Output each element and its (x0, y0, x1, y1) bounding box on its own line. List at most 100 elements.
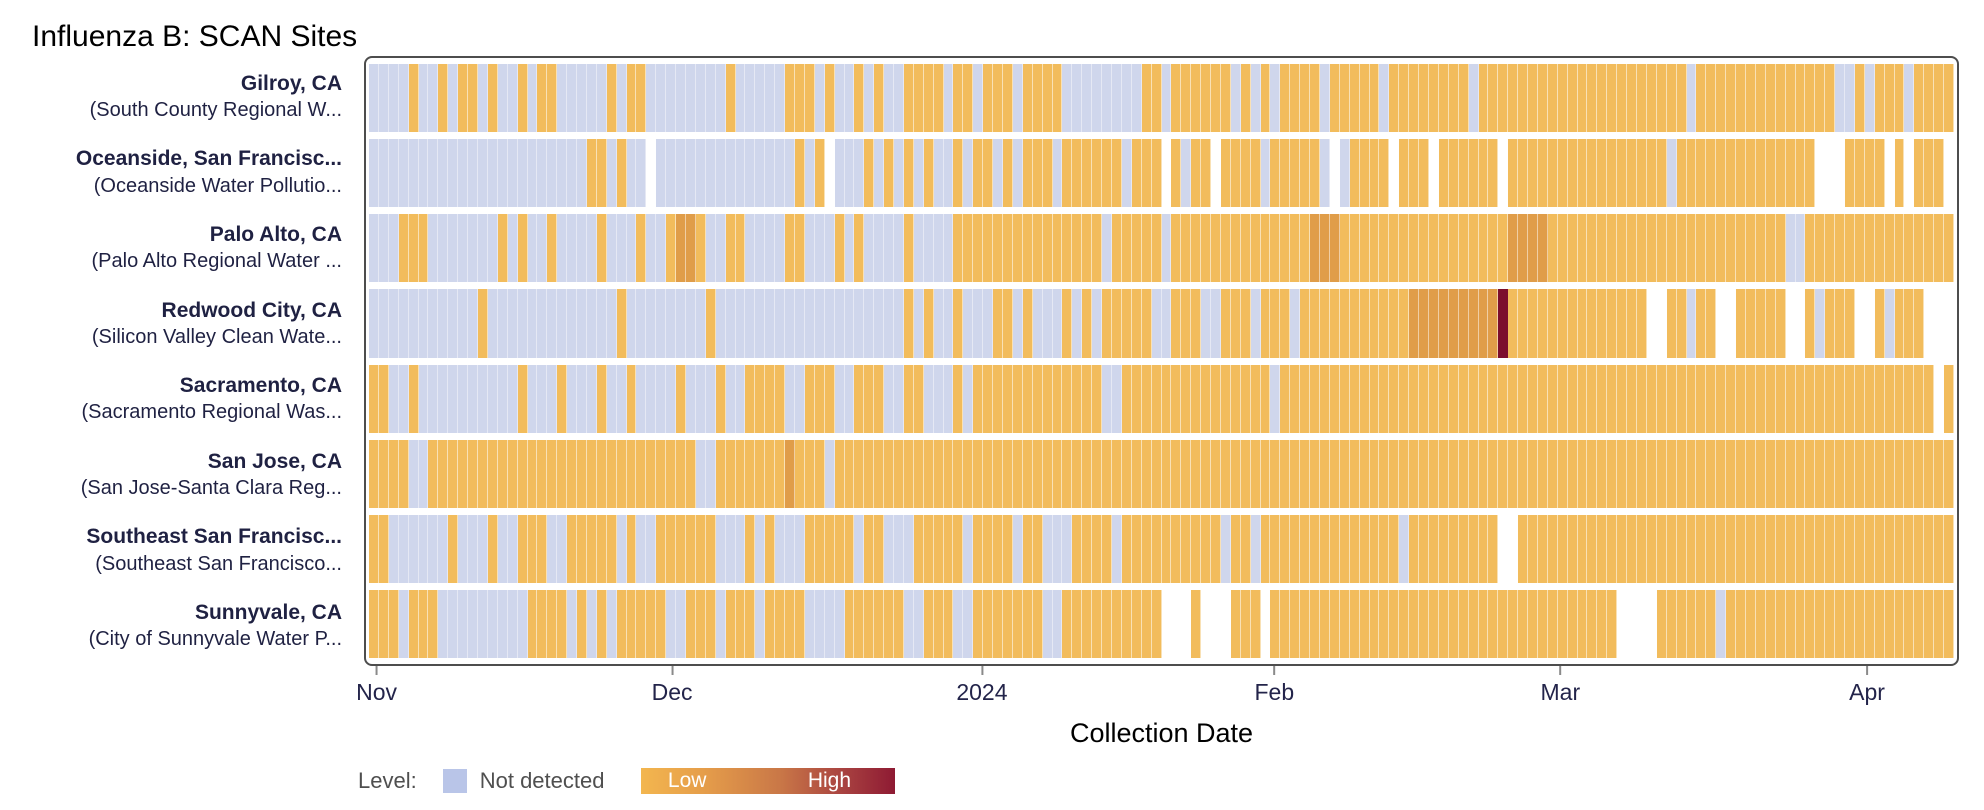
day-cell (606, 289, 617, 358)
day-cell (1528, 589, 1538, 658)
day-cell (1151, 364, 1162, 433)
day-cell (1676, 589, 1687, 658)
day-cell (775, 64, 786, 133)
day-cell (1111, 139, 1122, 208)
day-cell (1409, 514, 1420, 583)
day-cell (864, 589, 875, 658)
day-cell (1518, 214, 1529, 283)
day-cell (487, 514, 498, 583)
day-cell (1745, 214, 1756, 283)
day-cell (1300, 64, 1311, 133)
day-cell (378, 214, 389, 283)
day-cell (1775, 289, 1786, 358)
day-cell (814, 589, 825, 658)
day-cell (577, 139, 587, 208)
day-cell (1498, 289, 1509, 358)
day-cell (824, 439, 835, 508)
day-cell (1686, 214, 1697, 283)
day-cell (408, 289, 419, 358)
day-cell (497, 439, 508, 508)
day-cell (1419, 289, 1429, 358)
day-cell (477, 289, 488, 358)
day-cell (1181, 364, 1192, 433)
day-cell (517, 214, 528, 283)
day-cell (448, 439, 459, 508)
day-cell (458, 139, 469, 208)
day-cell (963, 64, 974, 133)
day-cell (1141, 439, 1152, 508)
day-cell (1666, 64, 1677, 133)
day-cell (755, 64, 766, 133)
day-cell (1419, 214, 1429, 283)
site-facility: (San Jose-Santa Clara Reg... (80, 477, 342, 500)
day-cell (686, 364, 696, 433)
day-cell (1161, 289, 1172, 358)
day-cell (616, 364, 627, 433)
day-cell (1646, 64, 1657, 133)
day-cell (567, 514, 578, 583)
day-cell (1508, 589, 1519, 658)
day-cell (1162, 590, 1172, 658)
day-cell (1488, 214, 1499, 283)
day-cell (1885, 139, 1895, 207)
day-cell (1924, 289, 1934, 357)
site-strip (369, 364, 1954, 433)
day-cell (1369, 64, 1380, 133)
day-cell (874, 364, 885, 433)
day-cell (1894, 589, 1905, 658)
day-cell (765, 64, 776, 133)
day-cell (1062, 589, 1073, 658)
day-cell (1448, 289, 1459, 358)
day-cell (1884, 64, 1895, 133)
day-cell (933, 589, 944, 658)
day-cell (537, 64, 548, 133)
day-cell (1419, 64, 1429, 133)
day-cell (1191, 289, 1202, 358)
day-cell (656, 64, 667, 133)
day-cell (1706, 214, 1717, 283)
day-cell (1557, 364, 1568, 433)
day-cell (1646, 439, 1657, 508)
day-cell (1528, 64, 1538, 133)
day-cell (1716, 439, 1727, 508)
day-cell (1904, 214, 1915, 283)
day-cell (864, 364, 875, 433)
day-cell (1438, 64, 1449, 133)
day-cell (1062, 214, 1073, 283)
day-cell (1082, 64, 1093, 133)
day-cell (864, 514, 875, 583)
day-cell (884, 589, 895, 658)
day-cell (1121, 214, 1132, 283)
day-cell (1706, 64, 1717, 133)
day-cell (735, 364, 746, 433)
day-cell (666, 364, 677, 433)
day-cell (1874, 64, 1885, 133)
day-cell (695, 514, 706, 583)
day-cell (1518, 139, 1529, 208)
day-cell (1755, 64, 1766, 133)
day-cell (1072, 514, 1083, 583)
day-cell (477, 364, 488, 433)
day-cell (676, 439, 686, 508)
day-cell (1934, 365, 1944, 433)
day-cell (1716, 214, 1727, 283)
day-cell (953, 214, 964, 283)
day-cell (1399, 514, 1410, 583)
day-cell (973, 439, 984, 508)
day-cell (438, 139, 449, 208)
day-cell (1151, 214, 1162, 283)
day-cell (1389, 364, 1400, 433)
day-cell (1181, 289, 1192, 358)
day-cell (1835, 289, 1846, 358)
day-cell (448, 514, 459, 583)
day-cell (1250, 139, 1261, 208)
day-cell (1409, 289, 1420, 358)
day-cell (468, 64, 478, 133)
day-cell (1557, 289, 1568, 358)
chart-title: Influenza B: SCAN Sites (32, 20, 358, 53)
day-cell (1944, 364, 1954, 433)
day-cell (1409, 364, 1420, 433)
day-cell (1419, 139, 1429, 208)
day-cell (1211, 514, 1221, 583)
